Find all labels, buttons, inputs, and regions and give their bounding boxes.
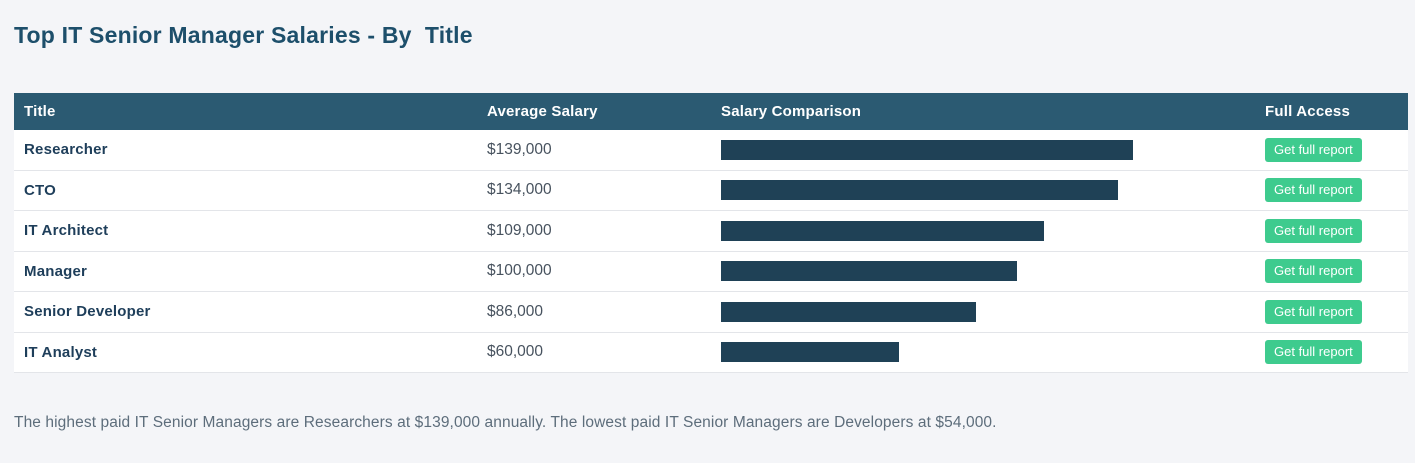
column-header-average-salary: Average Salary [487, 103, 598, 120]
table-row: IT Architect $109,000 Get full report [14, 211, 1408, 252]
row-salary: $109,000 [487, 221, 552, 239]
row-title: CTO [24, 181, 56, 199]
get-full-report-button[interactable]: Get full report [1265, 299, 1362, 324]
table-row: Senior Developer $86,000 Get full report [14, 292, 1408, 333]
salary-table: Title Average Salary Salary Comparison F… [14, 93, 1408, 373]
page-title: Top IT Senior Manager Salaries - By Titl… [14, 22, 473, 48]
table-header-row: Title Average Salary Salary Comparison F… [14, 93, 1408, 130]
salary-bar [721, 220, 1045, 241]
row-title: Researcher [24, 141, 108, 159]
row-salary: $86,000 [487, 302, 544, 320]
row-salary: $139,000 [487, 140, 552, 158]
salary-bar [721, 342, 899, 363]
row-title: IT Analyst [24, 343, 98, 361]
get-full-report-button[interactable]: Get full report [1265, 178, 1362, 203]
row-title: Manager [24, 262, 88, 280]
table-row: IT Analyst $60,000 Get full report [14, 332, 1408, 373]
summary-note: The highest paid IT Senior Managers are … [14, 414, 997, 431]
get-full-report-button[interactable]: Get full report [1265, 340, 1362, 365]
table-row: CTO $134,000 Get full report [14, 170, 1408, 211]
salary-bar [721, 301, 976, 322]
row-salary: $60,000 [487, 343, 544, 361]
row-salary: $100,000 [487, 262, 552, 280]
column-header-title: Title [24, 103, 56, 120]
get-full-report-button[interactable]: Get full report [1265, 259, 1362, 284]
salary-bar [721, 180, 1119, 201]
column-header-salary-comparison: Salary Comparison [721, 103, 862, 120]
get-full-report-button[interactable]: Get full report [1265, 137, 1362, 162]
row-title: IT Architect [24, 222, 109, 240]
table-row: Researcher $139,000 Get full report [14, 130, 1408, 171]
get-full-report-button[interactable]: Get full report [1265, 218, 1362, 243]
column-header-full-access: Full Access [1265, 103, 1351, 120]
row-salary: $134,000 [487, 181, 552, 199]
table-row: Manager $100,000 Get full report [14, 251, 1408, 292]
row-title: Senior Developer [24, 303, 151, 321]
salary-bar [721, 261, 1018, 282]
salary-bar [721, 139, 1133, 160]
